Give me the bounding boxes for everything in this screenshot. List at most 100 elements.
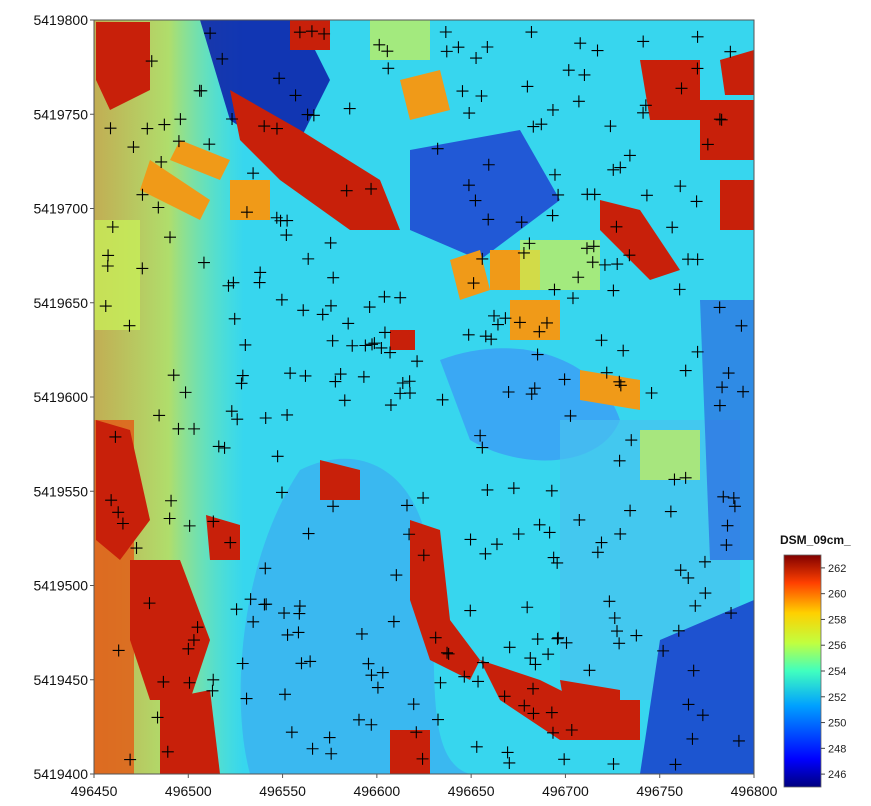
survey-cross-marker bbox=[432, 713, 445, 726]
x-tick-label: 496650 bbox=[448, 783, 495, 799]
survey-cross-marker bbox=[533, 325, 546, 338]
survey-cross-marker bbox=[101, 260, 114, 273]
survey-cross-marker bbox=[165, 494, 178, 507]
survey-cross-marker bbox=[464, 533, 477, 546]
survey-cross-marker bbox=[518, 699, 531, 712]
survey-cross-marker bbox=[528, 382, 541, 395]
survey-cross-marker bbox=[301, 108, 314, 121]
survey-cross-marker bbox=[207, 515, 220, 528]
survey-cross-marker bbox=[690, 195, 703, 208]
legend-title: DSM_09cm_ bbox=[780, 533, 851, 547]
survey-cross-marker bbox=[481, 41, 494, 54]
survey-cross-marker bbox=[293, 607, 306, 620]
survey-cross-marker bbox=[574, 37, 587, 50]
survey-cross-marker bbox=[329, 375, 342, 388]
survey-cross-marker bbox=[254, 266, 267, 279]
survey-cross-marker bbox=[390, 569, 403, 582]
survey-cross-marker bbox=[155, 155, 168, 168]
survey-cross-marker bbox=[285, 726, 298, 739]
survey-cross-marker bbox=[158, 118, 171, 131]
x-tick-label: 496600 bbox=[353, 783, 400, 799]
depression-north bbox=[200, 20, 330, 160]
survey-cross-marker bbox=[376, 666, 389, 679]
survey-cross-marker bbox=[472, 675, 485, 688]
survey-cross-marker bbox=[318, 27, 331, 40]
survey-cross-marker bbox=[566, 292, 579, 305]
survey-cross-marker bbox=[352, 713, 365, 726]
survey-cross-marker bbox=[560, 636, 573, 649]
survey-cross-marker bbox=[624, 504, 637, 517]
survey-cross-marker bbox=[535, 118, 548, 131]
survey-cross-marker bbox=[501, 746, 514, 759]
survey-cross-marker bbox=[531, 348, 544, 361]
survey-cross-marker bbox=[227, 276, 240, 289]
legend-tick-label: 254 bbox=[828, 666, 846, 678]
survey-cross-marker bbox=[696, 709, 709, 722]
survey-cross-marker bbox=[417, 549, 430, 562]
survey-cross-marker bbox=[687, 664, 700, 677]
survey-cross-marker bbox=[258, 120, 271, 133]
survey-cross-marker bbox=[193, 84, 206, 97]
survey-cross-marker bbox=[218, 441, 231, 454]
survey-cross-marker bbox=[340, 184, 353, 197]
survey-cross-marker bbox=[552, 631, 565, 644]
survey-cross-marker bbox=[657, 644, 670, 657]
survey-cross-marker bbox=[104, 122, 117, 135]
survey-cross-marker bbox=[366, 338, 379, 351]
survey-cross-marker bbox=[640, 189, 653, 202]
survey-cross-marker bbox=[143, 597, 156, 610]
survey-cross-marker bbox=[365, 669, 378, 682]
x-axis: 496450 496500 496550 496600 496650 496700 4967… bbox=[71, 774, 778, 799]
legend-tick-label: 252 bbox=[828, 692, 846, 704]
survey-cross-marker bbox=[371, 681, 384, 694]
survey-cross-marker bbox=[464, 604, 477, 617]
survey-cross-marker bbox=[521, 601, 534, 614]
survey-cross-marker bbox=[527, 707, 540, 720]
survey-cross-marker bbox=[394, 291, 407, 304]
survey-cross-marker bbox=[525, 388, 538, 401]
survey-cross-marker bbox=[610, 220, 623, 233]
survey-cross-marker bbox=[145, 55, 158, 68]
survey-cross-marker bbox=[260, 598, 273, 611]
survey-cross-marker bbox=[527, 682, 540, 695]
survey-cross-marker bbox=[637, 35, 650, 48]
survey-cross-marker bbox=[546, 103, 559, 116]
survey-cross-marker bbox=[542, 648, 555, 661]
survey-cross-marker bbox=[384, 346, 397, 359]
legend-tick-label: 256 bbox=[828, 640, 846, 652]
survey-cross-marker bbox=[306, 742, 319, 755]
survey-cross-marker bbox=[307, 109, 320, 122]
survey-cross-marker bbox=[691, 30, 704, 43]
survey-cross-marker bbox=[141, 122, 154, 135]
survey-cross-marker bbox=[735, 319, 748, 332]
survey-cross-marker bbox=[586, 256, 599, 269]
survey-cross-marker bbox=[164, 231, 177, 244]
survey-cross-marker bbox=[462, 328, 475, 341]
survey-cross-marker bbox=[481, 483, 494, 496]
survey-cross-marker bbox=[442, 647, 455, 660]
survey-cross-marker bbox=[701, 138, 714, 151]
survey-cross-marker bbox=[551, 556, 564, 569]
survey-cross-marker bbox=[228, 312, 241, 325]
survey-cross-marker bbox=[112, 644, 125, 657]
survey-cross-marker bbox=[183, 519, 196, 532]
survey-cross-marker bbox=[161, 745, 174, 758]
survey-cross-marker bbox=[732, 734, 745, 747]
survey-cross-marker bbox=[523, 237, 536, 250]
legend-tick-label: 250 bbox=[828, 718, 846, 730]
survey-cross-marker bbox=[212, 440, 225, 453]
survey-cross-marker bbox=[203, 138, 216, 151]
survey-cross-marker bbox=[259, 412, 272, 425]
survey-cross-marker bbox=[545, 706, 558, 719]
survey-cross-marker bbox=[373, 38, 386, 51]
x-tick-label: 496550 bbox=[259, 783, 306, 799]
survey-cross-marker bbox=[278, 607, 291, 620]
survey-cross-marker bbox=[197, 256, 210, 269]
survey-cross-marker bbox=[183, 676, 196, 689]
legend-tick-label: 260 bbox=[828, 589, 846, 601]
survey-cross-marker bbox=[270, 122, 283, 135]
survey-cross-marker bbox=[583, 664, 596, 677]
survey-cross-marker bbox=[281, 408, 294, 421]
survey-cross-marker bbox=[507, 482, 520, 495]
survey-cross-marker bbox=[470, 52, 483, 65]
